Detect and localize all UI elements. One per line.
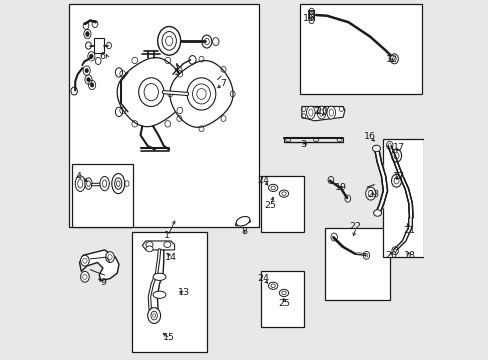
Ellipse shape: [365, 187, 375, 200]
Text: 13: 13: [177, 288, 189, 297]
Ellipse shape: [85, 32, 89, 37]
Ellipse shape: [147, 308, 160, 323]
Text: 25: 25: [264, 201, 276, 210]
Ellipse shape: [75, 176, 85, 192]
Text: 17: 17: [392, 143, 404, 152]
Text: 6: 6: [100, 52, 105, 61]
Ellipse shape: [326, 106, 335, 119]
Ellipse shape: [279, 289, 288, 297]
Polygon shape: [80, 250, 119, 280]
Ellipse shape: [391, 149, 401, 162]
Ellipse shape: [85, 68, 88, 73]
Bar: [382, 139, 423, 257]
Polygon shape: [169, 60, 233, 127]
Ellipse shape: [153, 291, 165, 298]
Ellipse shape: [86, 77, 90, 82]
Ellipse shape: [81, 255, 89, 266]
Bar: [300, 4, 421, 94]
Text: 24: 24: [257, 274, 268, 283]
Text: 15: 15: [163, 333, 175, 342]
Text: 9: 9: [101, 278, 106, 287]
Ellipse shape: [105, 252, 114, 262]
Bar: [260, 176, 303, 232]
Bar: [69, 4, 258, 226]
Text: 24: 24: [257, 176, 268, 185]
Ellipse shape: [81, 271, 89, 282]
Ellipse shape: [100, 176, 109, 191]
Ellipse shape: [153, 273, 165, 280]
Polygon shape: [142, 241, 174, 250]
Text: 3: 3: [300, 140, 306, 149]
Text: 22: 22: [349, 222, 361, 231]
Text: 21: 21: [403, 226, 415, 235]
Ellipse shape: [268, 282, 277, 289]
Ellipse shape: [89, 54, 93, 58]
Text: 7: 7: [220, 79, 225, 88]
Ellipse shape: [144, 84, 158, 101]
Bar: [94, 39, 104, 53]
Text: 11: 11: [303, 14, 314, 23]
Ellipse shape: [115, 178, 122, 189]
Ellipse shape: [268, 184, 277, 192]
Ellipse shape: [196, 89, 206, 99]
Ellipse shape: [151, 311, 157, 320]
Text: 25: 25: [277, 299, 289, 308]
Ellipse shape: [373, 210, 381, 216]
Text: 4: 4: [76, 172, 81, 181]
Ellipse shape: [163, 242, 171, 247]
Ellipse shape: [279, 190, 288, 197]
Text: 5: 5: [173, 68, 179, 77]
Ellipse shape: [192, 84, 210, 104]
Bar: [260, 271, 303, 327]
Bar: [325, 228, 389, 300]
Text: 2: 2: [313, 107, 319, 116]
Text: 17: 17: [392, 172, 404, 181]
Ellipse shape: [236, 216, 249, 226]
Polygon shape: [301, 107, 344, 121]
Text: 12: 12: [385, 55, 397, 64]
Text: 23: 23: [366, 190, 378, 199]
Polygon shape: [117, 58, 185, 127]
Text: 18: 18: [403, 251, 415, 260]
Text: 14: 14: [164, 253, 177, 262]
Ellipse shape: [85, 178, 92, 189]
Ellipse shape: [306, 106, 314, 119]
Ellipse shape: [112, 174, 124, 194]
Ellipse shape: [145, 242, 153, 247]
Ellipse shape: [145, 246, 153, 252]
Ellipse shape: [187, 78, 215, 110]
Ellipse shape: [90, 83, 94, 87]
Ellipse shape: [372, 145, 380, 152]
Bar: [131, 232, 206, 352]
Text: 8: 8: [241, 228, 247, 237]
Ellipse shape: [391, 174, 401, 187]
Text: 10: 10: [317, 107, 329, 116]
Text: 20: 20: [384, 251, 396, 260]
Ellipse shape: [389, 54, 398, 64]
Ellipse shape: [317, 106, 325, 119]
Text: 19: 19: [335, 183, 346, 192]
Bar: [72, 164, 133, 226]
Text: 1: 1: [164, 231, 170, 240]
Text: 16: 16: [363, 132, 375, 141]
Ellipse shape: [139, 78, 163, 107]
